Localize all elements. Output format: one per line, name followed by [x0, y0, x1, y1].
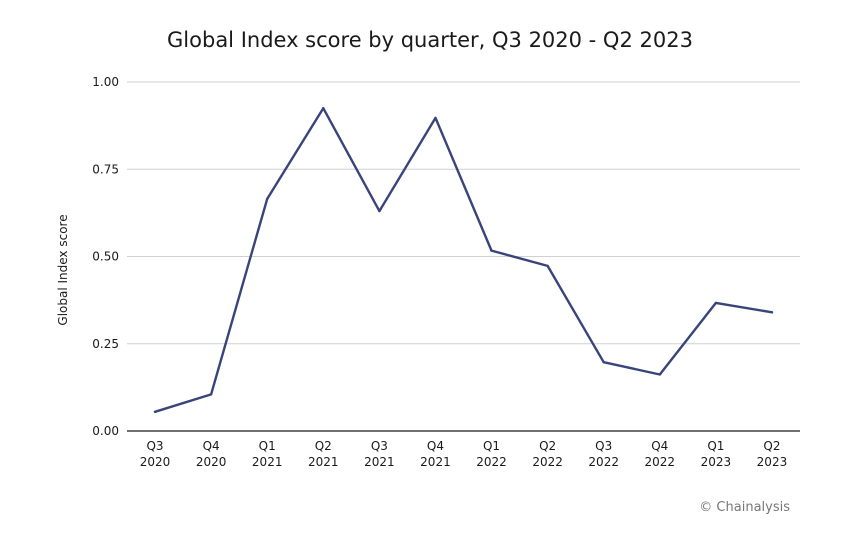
data-point — [602, 361, 605, 364]
y-tick-label: 0.00 — [92, 424, 119, 438]
x-tick-label: Q2 2021 — [308, 439, 339, 469]
x-tick-label: Q2 2023 — [757, 439, 788, 469]
x-tick-label: Q3 2021 — [364, 439, 395, 469]
x-tick-label: Q2 2022 — [532, 439, 563, 469]
data-point — [714, 301, 718, 305]
y-tick-label: 0.75 — [92, 162, 119, 176]
series-line — [153, 106, 774, 413]
data-point — [153, 410, 157, 414]
source-credit: © Chainalysis — [699, 500, 790, 515]
x-tick-label: Q3 2020 — [140, 439, 171, 469]
x-tick-label: Q4 2021 — [420, 439, 451, 469]
data-point — [378, 209, 381, 213]
x-tick-label: Q4 2022 — [645, 439, 676, 469]
data-point — [322, 106, 325, 110]
x-tick-label: Q3 2022 — [588, 439, 619, 469]
data-point — [546, 264, 549, 268]
data-point — [658, 373, 661, 376]
x-tick-label: Q1 2022 — [476, 439, 507, 469]
data-point — [490, 249, 493, 252]
x-tick-label: Q4 2020 — [196, 439, 227, 469]
x-tick-label: Q1 2023 — [701, 439, 732, 469]
x-tick-label: Q1 2021 — [252, 439, 283, 469]
y-tick-label: 1.00 — [92, 75, 119, 89]
y-tick-label: 0.25 — [92, 337, 119, 351]
y-tick-label: 0.50 — [92, 250, 119, 264]
data-point — [434, 116, 437, 120]
data-point — [266, 197, 269, 201]
chart-title: Global Index score by quarter, Q3 2020 -… — [167, 28, 693, 52]
data-point — [209, 393, 213, 396]
data-point — [770, 311, 774, 314]
